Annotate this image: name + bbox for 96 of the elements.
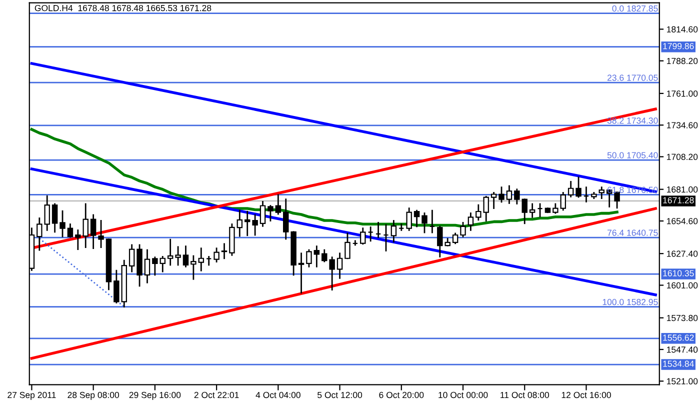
x-tick-label: 10 Oct 00:00 (438, 392, 488, 398)
candlestick (560, 192, 566, 211)
ref-line-label: 1610.35 (663, 270, 694, 276)
candlestick (514, 188, 520, 204)
candlestick (75, 230, 81, 250)
candlestick (506, 185, 512, 204)
candlestick (114, 270, 120, 304)
chart-title: GOLD.H4 1678.48 1678.48 1665.53 1671.28 (34, 4, 212, 12)
annotation: 0.0 1827.85 (612, 5, 658, 12)
annotation: 76.4 1640.75 (608, 230, 658, 236)
candlestick (576, 176, 582, 198)
x-tick-label: 12 Oct 16:00 (562, 392, 611, 398)
candlestick (537, 203, 543, 218)
candlestick (368, 226, 374, 242)
y-tick-label: 1814.60 (667, 26, 698, 32)
candlestick (214, 248, 220, 262)
y-tick-label: 1521.00 (667, 378, 698, 384)
ref-line-label: 1671.28 (663, 197, 694, 204)
x-tick-label: 4 Oct 04:00 (256, 392, 300, 398)
candlestick (82, 203, 88, 248)
candlestick (498, 186, 504, 203)
candlestick (167, 238, 174, 266)
candlestick (236, 210, 243, 237)
y-tick-label: 1654.60 (667, 218, 698, 224)
candlestick (460, 222, 466, 238)
candlestick (375, 222, 382, 238)
candlestick (344, 232, 350, 260)
y-tick-label: 1708.20 (667, 154, 698, 160)
y-tick-label: 1573.80 (667, 314, 698, 322)
annotation: 100.0 1582.95 (602, 298, 658, 306)
candlestick (160, 256, 166, 272)
candlestick (322, 249, 328, 262)
ref-line-label: 1556.62 (663, 334, 694, 341)
candlestick (260, 200, 266, 227)
x-tick-label: 5 Oct 12:00 (318, 392, 362, 398)
candlestick (568, 180, 574, 198)
candlestick (198, 248, 204, 272)
y-tick-label: 1681.00 (667, 186, 698, 193)
ref-line-label: 1534.84 (663, 360, 694, 367)
x-tick-label: 6 Oct 20:00 (379, 392, 424, 398)
candlestick (60, 210, 66, 238)
candlestick (552, 203, 558, 214)
y-tick-label: 1601.00 (667, 282, 698, 288)
y-tick-label: 1547.40 (667, 346, 698, 353)
candlestick (144, 249, 150, 284)
candlestick (244, 210, 250, 236)
y-tick-label: 1734.60 (667, 122, 698, 128)
y-tick-label: 1627.40 (667, 250, 698, 257)
candlestick (252, 214, 258, 236)
annotation: 38.2 1734.30 (607, 118, 658, 124)
candlestick (52, 203, 58, 233)
candlestick (529, 203, 536, 218)
ref-line-label: 1799.86 (663, 43, 694, 50)
candlestick (90, 214, 96, 249)
candlestick (414, 210, 420, 228)
candlestick (614, 192, 620, 209)
candlestick (268, 205, 274, 222)
candlestick (98, 220, 104, 248)
candlestick (128, 244, 135, 272)
candlestick (221, 243, 228, 260)
candlestick (429, 210, 436, 234)
candlestick (283, 198, 289, 240)
candlestick (175, 246, 181, 266)
candlestick (275, 194, 282, 215)
y-tick-label: 1788.20 (667, 58, 698, 64)
candlestick (67, 224, 74, 238)
x-tick-label: 27 Sep 2011 (8, 392, 56, 400)
candlestick (306, 249, 312, 268)
candlestick (598, 186, 605, 200)
candlestick (398, 224, 404, 231)
candlestick (336, 252, 343, 279)
x-tick-label: 28 Sep 08:00 (68, 392, 120, 400)
x-tick-label: 2 Oct 22:01 (194, 392, 239, 398)
candlestick (190, 255, 196, 280)
annotation: 23.6 1770.05 (607, 74, 658, 81)
x-tick-label: 29 Sep 16:00 (129, 392, 181, 400)
candlestick (406, 208, 412, 231)
candlestick (383, 224, 389, 252)
candlestick (468, 212, 474, 231)
candlestick (452, 232, 458, 244)
candlestick (298, 252, 304, 294)
candlestick (390, 220, 397, 242)
candlestick (522, 198, 528, 224)
candlestick (352, 240, 358, 246)
candlestick (490, 192, 497, 209)
candlestick (329, 256, 335, 290)
candlestick (182, 246, 189, 268)
candlestick (422, 212, 428, 234)
candlestick (583, 186, 590, 202)
y-tick-label: 1761.00 (667, 90, 698, 97)
candlestick (360, 228, 366, 245)
annotation: 50.0 1705.40 (607, 152, 658, 158)
candlestick (314, 246, 320, 268)
candlestick (206, 256, 212, 266)
candlestick (152, 256, 158, 276)
x-tick-label: 11 Oct 08:00 (500, 392, 550, 398)
